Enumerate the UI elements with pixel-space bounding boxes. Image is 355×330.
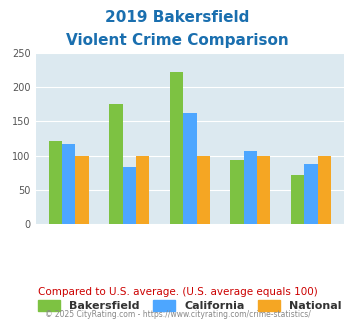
Bar — [197, 156, 210, 224]
Text: © 2025 CityRating.com - https://www.cityrating.com/crime-statistics/: © 2025 CityRating.com - https://www.city… — [45, 310, 310, 319]
Text: Compared to U.S. average. (U.S. average equals 100): Compared to U.S. average. (U.S. average … — [38, 287, 317, 297]
Bar — [76, 156, 89, 224]
Text: 2019 Bakersfield: 2019 Bakersfield — [105, 10, 250, 25]
Bar — [183, 113, 197, 224]
Bar — [230, 160, 244, 224]
Bar — [49, 141, 62, 224]
Bar — [257, 156, 271, 224]
Bar — [291, 175, 304, 224]
Bar — [170, 72, 183, 224]
Bar — [136, 156, 149, 224]
Bar — [244, 151, 257, 224]
Legend: Bakersfield, California, National: Bakersfield, California, National — [34, 295, 346, 315]
Bar — [109, 104, 123, 224]
Bar — [318, 156, 331, 224]
Bar — [62, 144, 76, 224]
Text: Violent Crime Comparison: Violent Crime Comparison — [66, 33, 289, 48]
Bar — [123, 167, 136, 224]
Bar — [304, 164, 318, 224]
